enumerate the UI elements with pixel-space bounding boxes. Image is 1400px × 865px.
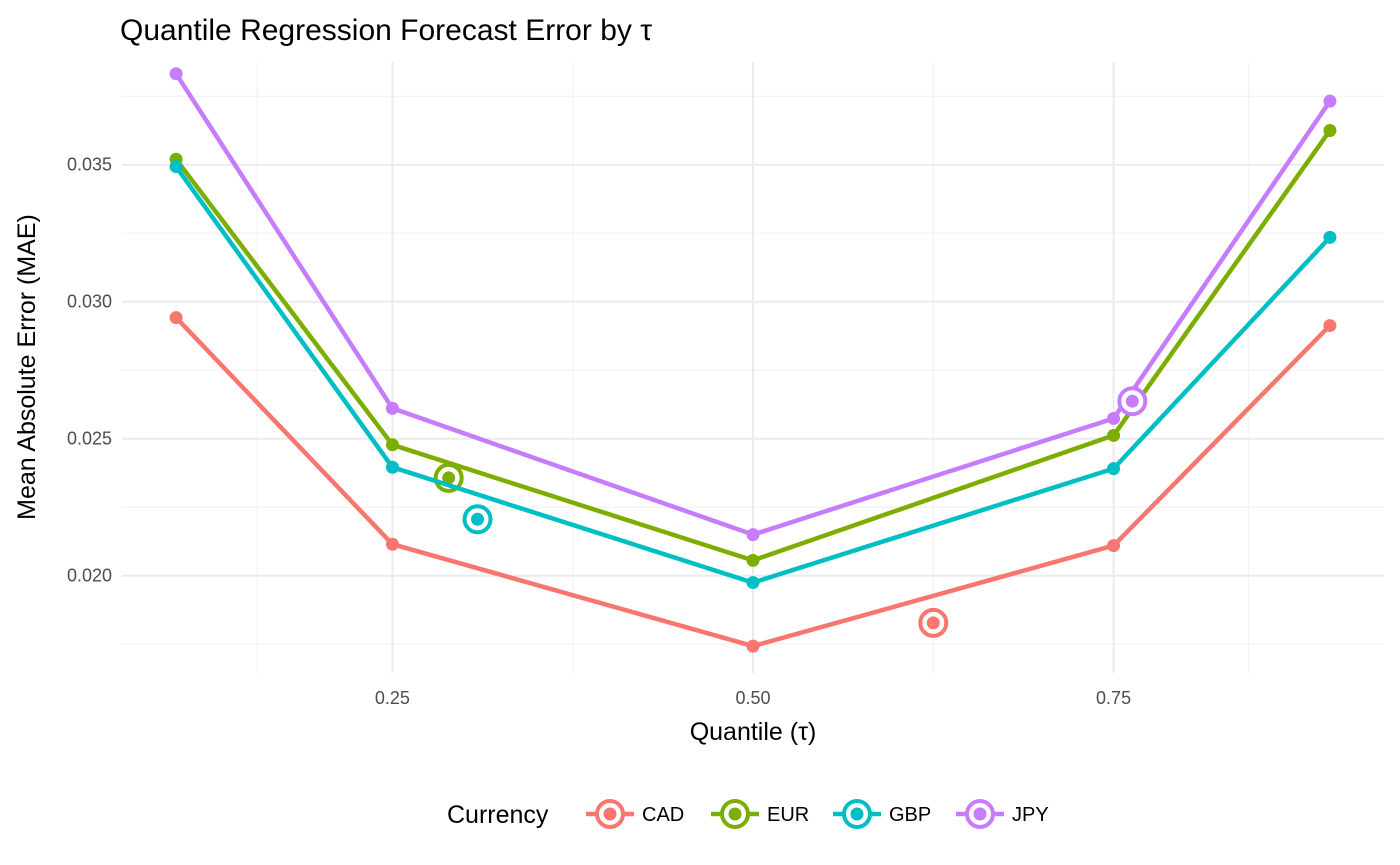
- data-point: [1107, 411, 1121, 425]
- legend-item-cad: CAD: [586, 799, 684, 829]
- data-point: [746, 639, 760, 653]
- y-tick-label: 0.025: [67, 429, 112, 449]
- legend-key-dot: [603, 807, 617, 821]
- data-point: [169, 160, 183, 174]
- highlight-dot: [471, 512, 485, 526]
- y-tick-label: 0.035: [67, 155, 112, 175]
- legend-item-gbp: GBP: [833, 799, 931, 829]
- data-point: [1107, 539, 1121, 553]
- x-tick-label: 0.25: [375, 688, 410, 708]
- data-point: [385, 460, 399, 474]
- highlight-dot: [442, 471, 456, 485]
- legend: Currency CAD EUR GBP JPY: [447, 799, 1049, 829]
- legend-item-eur: EUR: [711, 799, 809, 829]
- x-axis-title: Quantile (τ): [690, 718, 817, 746]
- data-point: [385, 438, 399, 452]
- data-point: [1323, 319, 1337, 333]
- highlight-dot: [926, 616, 940, 630]
- x-tick-label: 0.50: [735, 688, 770, 708]
- series-gbp: [169, 160, 1337, 590]
- data-point: [1323, 94, 1337, 108]
- legend-key-dot: [728, 807, 742, 821]
- series-eur: [169, 123, 1337, 567]
- chart-title: Quantile Regression Forecast Error by τ: [120, 14, 652, 47]
- y-axis-title: Mean Absolute Error (MAE): [13, 214, 41, 520]
- legend-label: GBP: [889, 804, 931, 826]
- legend-title: Currency: [447, 801, 549, 829]
- series-jpy: [169, 67, 1337, 542]
- highlight-dot: [1125, 394, 1139, 408]
- data-point: [1107, 462, 1121, 476]
- series-layer: [169, 67, 1337, 653]
- data-point: [385, 537, 399, 551]
- data-point: [169, 67, 183, 81]
- y-tick-label: 0.020: [67, 566, 112, 586]
- y-tick-label: 0.030: [67, 292, 112, 312]
- legend-label: EUR: [767, 804, 809, 826]
- legend-key-dot: [850, 807, 864, 821]
- data-point: [1323, 123, 1337, 137]
- x-axis-ticks: 0.25 0.50 0.75: [375, 688, 1131, 708]
- data-point: [1323, 230, 1337, 244]
- data-point: [746, 553, 760, 567]
- legend-label: CAD: [642, 804, 684, 826]
- data-point: [746, 576, 760, 590]
- data-point: [746, 528, 760, 542]
- data-point: [385, 401, 399, 415]
- data-point: [1107, 428, 1121, 442]
- series-cad: [169, 311, 1337, 653]
- legend-item-jpy: JPY: [956, 799, 1049, 829]
- x-tick-label: 0.75: [1096, 688, 1131, 708]
- y-axis-ticks: 0.020 0.025 0.030 0.035: [67, 155, 112, 586]
- legend-key-dot: [973, 807, 987, 821]
- data-point: [169, 311, 183, 325]
- legend-label: JPY: [1012, 804, 1049, 826]
